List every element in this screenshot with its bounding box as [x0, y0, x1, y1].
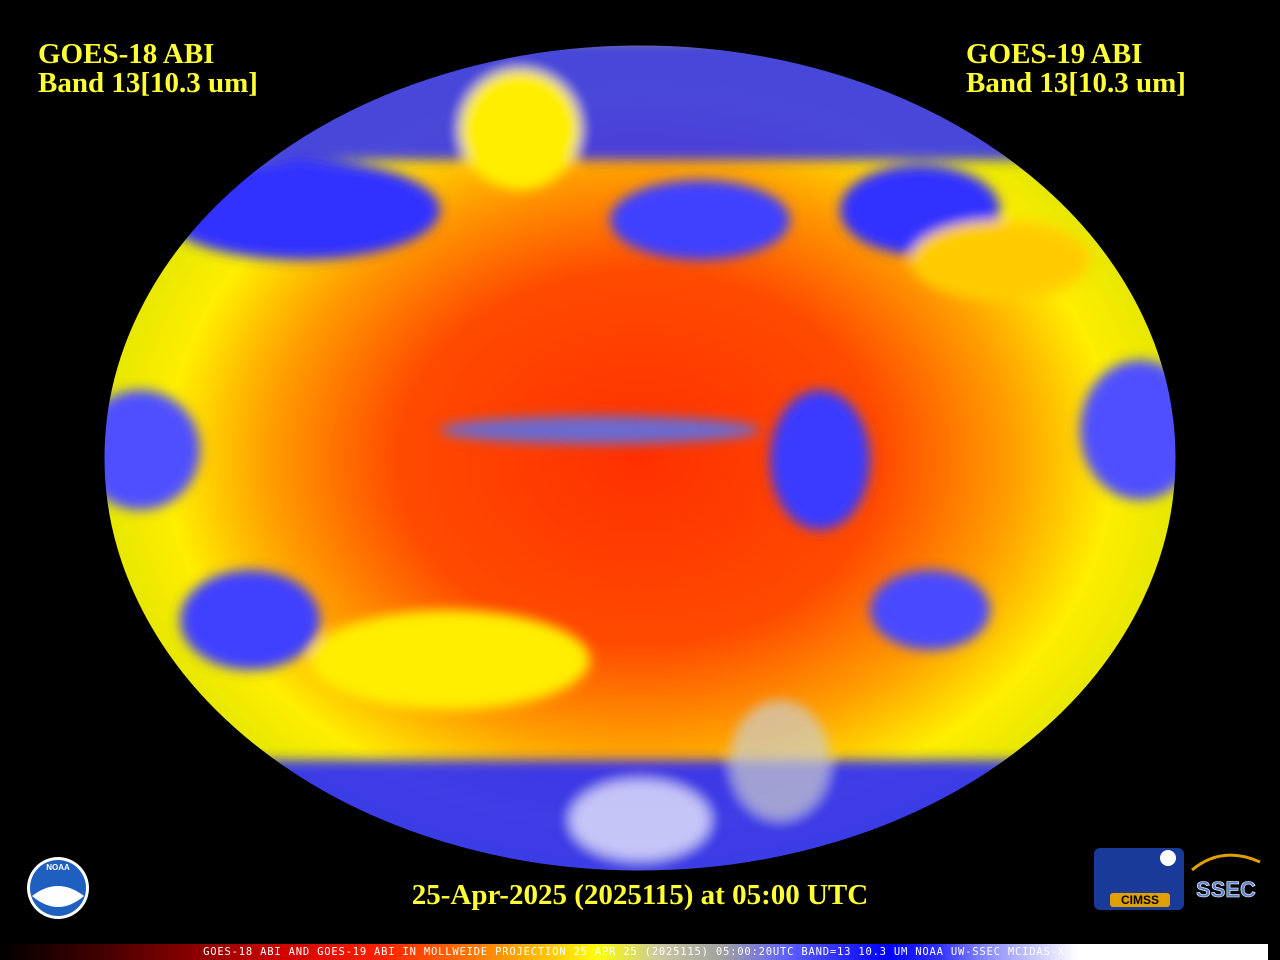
logo-label: SSEC: [1196, 877, 1256, 902]
logo-label: CIMSS: [1121, 893, 1159, 907]
noaa-logo: NOAA: [27, 857, 89, 919]
globe-edge: [103, 44, 1177, 872]
ssec-logo: SSEC: [1191, 853, 1261, 902]
satellite-label: GOES-19 ABI: [966, 38, 1143, 70]
right-header: GOES-19 ABI Band 13[10.3 um]: [966, 40, 1186, 98]
logo-label: NOAA: [46, 863, 70, 872]
band-label: Band 13[10.3 um]: [38, 67, 258, 99]
color-bar-caption: GOES-18 ABI AND GOES-19 ABI IN MOLLWEIDE…: [203, 946, 1065, 958]
color-bar: [0, 944, 1268, 960]
band-label: Band 13[10.3 um]: [966, 67, 1186, 99]
satellite-label: GOES-18 ABI: [38, 38, 215, 70]
timestamp: 25-Apr-2025 (2025115) at 05:00 UTC: [411, 879, 869, 911]
cimss-logo: CIMSS: [1094, 848, 1184, 910]
left-header: GOES-18 ABI Band 13[10.3 um]: [38, 40, 258, 98]
